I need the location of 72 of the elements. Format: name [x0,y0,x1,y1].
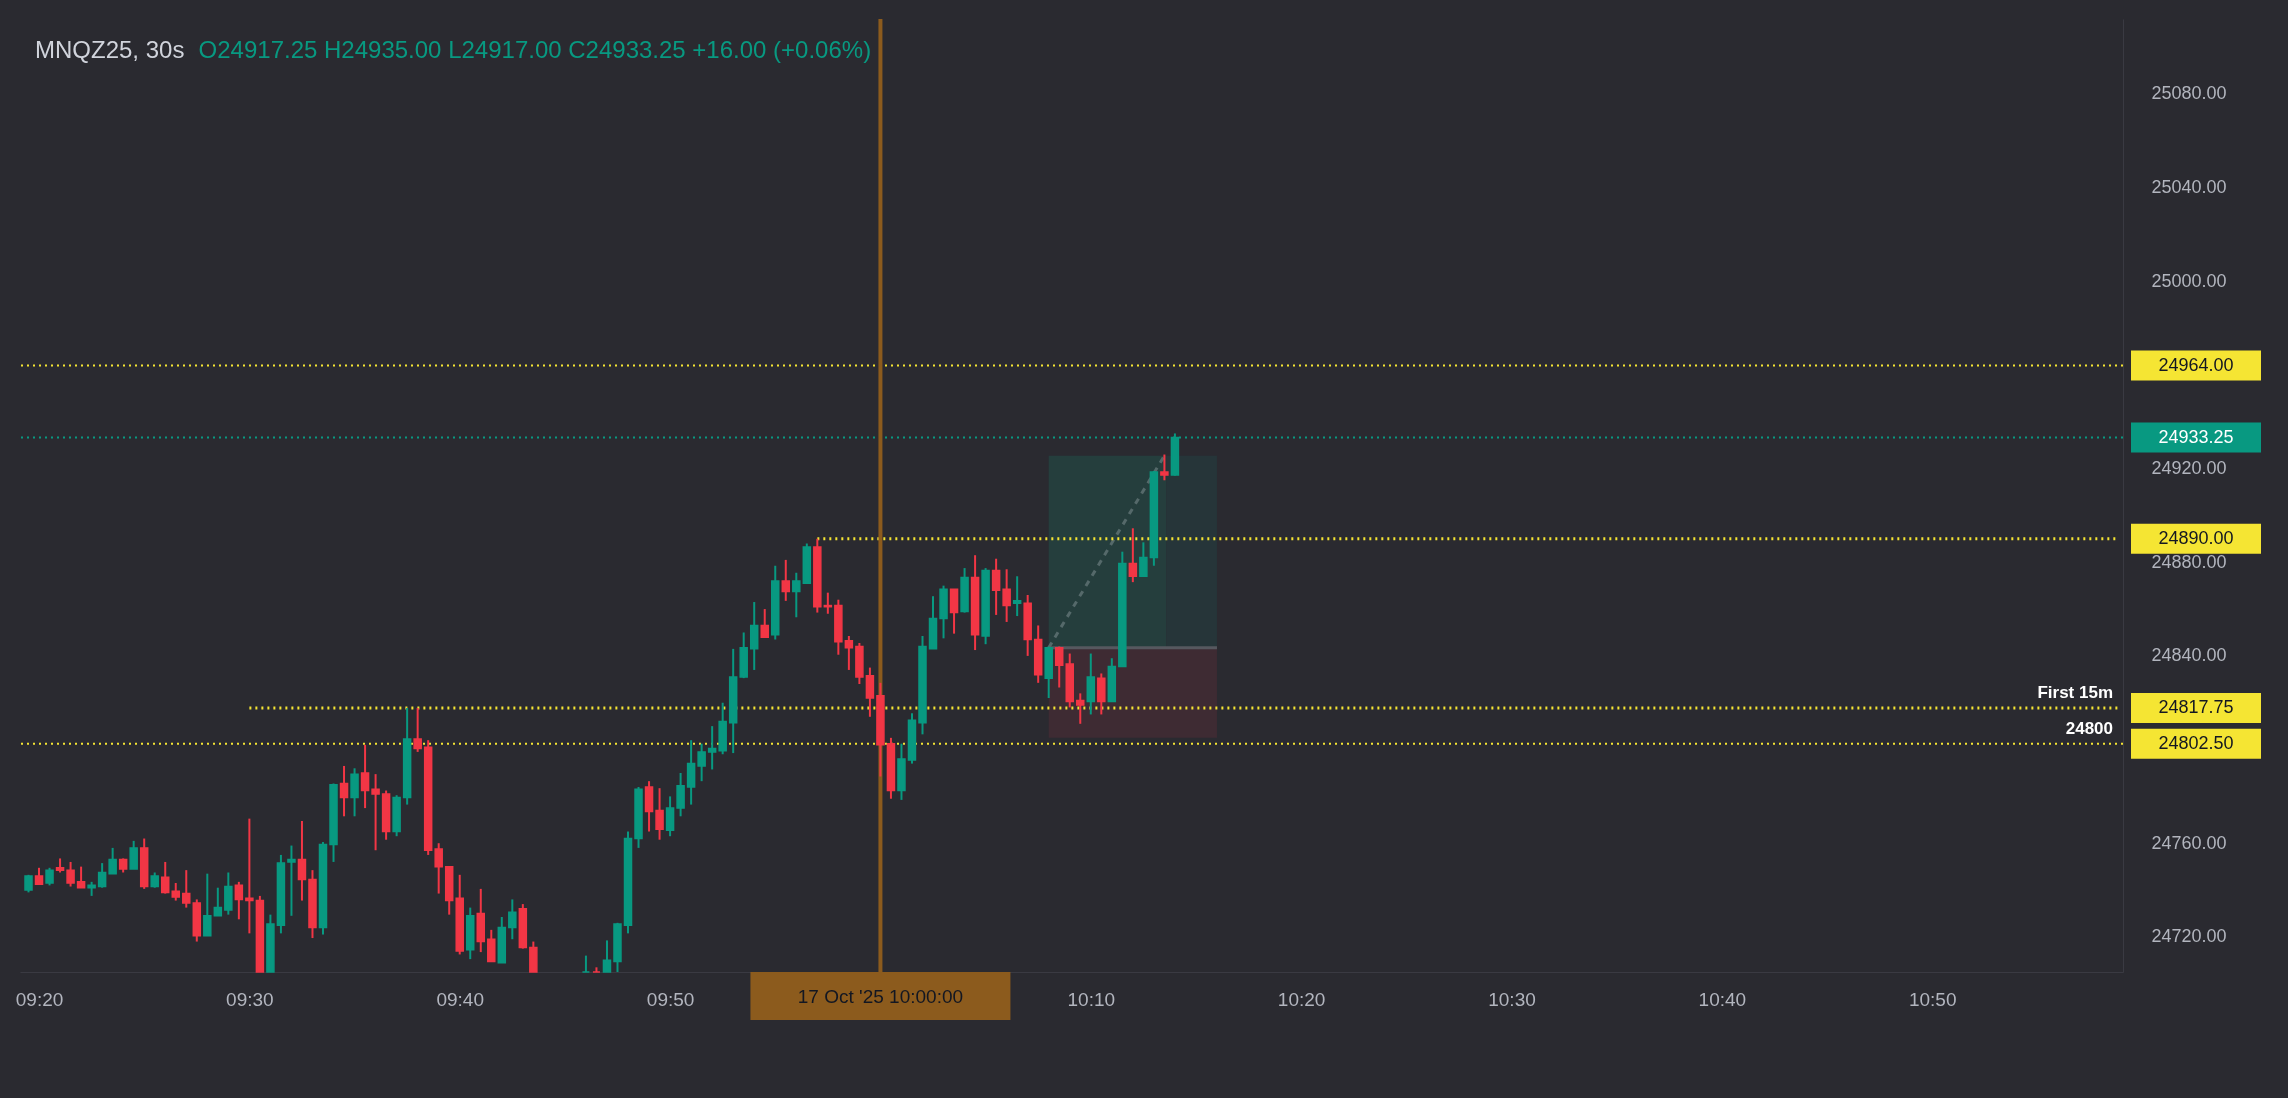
annotation: 24800 [2065,718,2113,738]
x-tick-label: 09:50 [646,988,695,1010]
candlestick [350,767,359,818]
x-tick-label: 10:40 [1698,988,1747,1010]
x-tick-label: 10:50 [1908,988,1957,1010]
ref-line-label: 24964.00 [2158,354,2234,375]
candlestick [707,725,717,771]
candlestick [1097,672,1106,716]
candlestick [66,860,75,888]
candlestick [686,739,696,806]
candlestick [792,571,801,619]
ref-line-label: 24933.25 [2158,426,2234,447]
y-tick-label: 25080.00 [2151,83,2227,104]
candlestick [97,862,107,889]
candlestick [108,846,117,875]
candlestick [1128,527,1138,584]
y-tick-label: 24880.00 [2151,551,2227,572]
text: 24817.75 [2158,696,2234,717]
candlestick [697,742,706,783]
y-tick-label: 25040.00 [2151,177,2227,198]
candlestick [234,880,244,921]
y-tick-label: 24920.00 [2151,458,2227,479]
x-tick-label: 09:30 [226,988,274,1010]
ref-line-label: 17 Oct '25 10:00:00 [797,986,964,1007]
candlestick [508,898,517,941]
candlestick [487,928,496,963]
candlestick [1076,692,1085,725]
candlestick [434,842,443,895]
candlestick [203,872,212,937]
y-tick-label: 24720.00 [2151,926,2227,947]
candlestick [665,795,675,838]
candlestick [76,865,86,889]
candlestick [213,886,223,917]
candlestick [602,939,612,973]
candlestick [297,819,307,902]
candlestick [1160,453,1169,482]
candlestick [991,557,1001,616]
y-tick-label: 24840.00 [2151,645,2227,666]
x-tick-label: 10:10 [1067,988,1116,1010]
candlestick [749,601,759,671]
annotation: First 15m [2037,682,2113,702]
candlestick [655,787,664,841]
candlestick [1002,568,1011,623]
annotation: O24917.25 H24935.00 L24917.00 C24933.25 +16.00 (+0.06%) [198,36,872,63]
candlestick [224,871,233,916]
text: 24890.00 [2158,527,2234,548]
x-tick-label: 10:30 [1488,988,1536,1010]
ref-line-label: 24802.50 [2158,732,2234,753]
y-tick-label: 25000.00 [2151,270,2227,291]
candlestick [1139,541,1148,578]
candlestick [371,773,380,852]
candlestick [413,706,422,753]
candlestick [949,588,959,635]
candlestick [245,817,254,935]
candlestick [160,860,170,895]
candlestick [865,666,875,718]
x-tick-label: 09:20 [15,988,64,1010]
y-tick-label: 24760.00 [2151,832,2227,853]
candlestick [844,634,854,671]
candlestick [287,844,296,917]
x-tick-label: 10:20 [1277,988,1326,1010]
candlestick [129,839,138,870]
text: MNQZ25, 30s [35,36,185,63]
candlestick [676,771,685,818]
candlestick [360,743,370,810]
candlestick [1012,575,1022,618]
candlestick [339,764,349,818]
x-tick-label: 09:40 [436,988,484,1010]
candlestick [1054,645,1064,689]
candlestick [760,608,769,639]
candlestick [781,558,791,602]
candlestick [182,869,191,909]
